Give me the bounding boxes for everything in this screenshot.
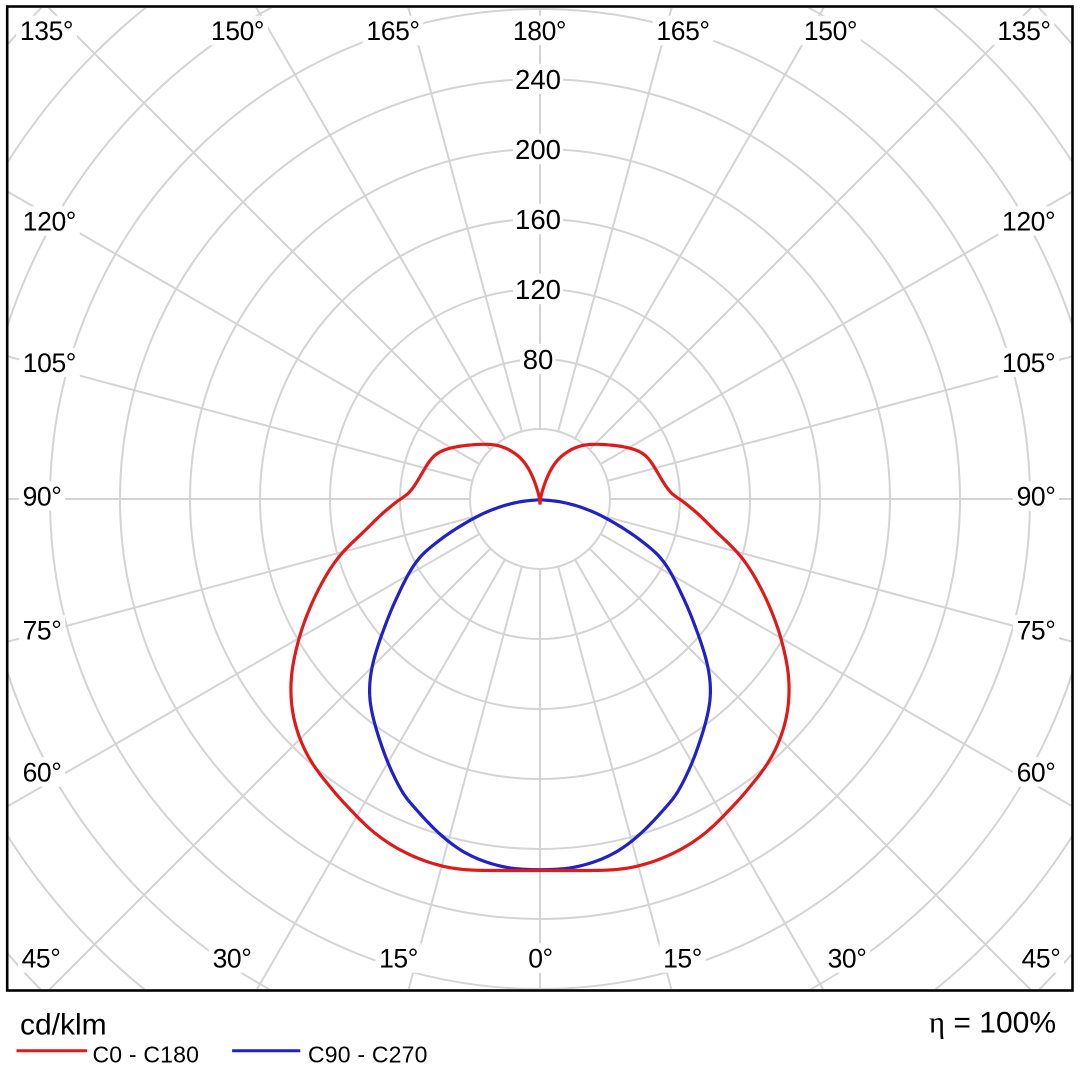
svg-text:90°: 90° bbox=[1017, 481, 1056, 511]
svg-text:η = 100%: η = 100% bbox=[929, 1005, 1056, 1040]
svg-text:0°: 0° bbox=[528, 943, 553, 973]
svg-text:150°: 150° bbox=[211, 16, 264, 46]
svg-text:90°: 90° bbox=[23, 481, 62, 511]
svg-text:120°: 120° bbox=[1002, 206, 1055, 236]
svg-text:135°: 135° bbox=[20, 16, 73, 46]
svg-text:120°: 120° bbox=[23, 206, 76, 236]
svg-text:30°: 30° bbox=[828, 943, 867, 973]
svg-text:240: 240 bbox=[515, 64, 561, 95]
svg-text:160: 160 bbox=[515, 204, 561, 235]
svg-text:cd/klm: cd/klm bbox=[20, 1009, 107, 1042]
svg-text:75°: 75° bbox=[23, 615, 62, 645]
svg-text:180°: 180° bbox=[513, 16, 566, 46]
svg-text:120: 120 bbox=[515, 274, 561, 305]
svg-text:45°: 45° bbox=[1022, 943, 1061, 973]
svg-text:150°: 150° bbox=[804, 16, 857, 46]
svg-text:15°: 15° bbox=[663, 943, 702, 973]
svg-text:15°: 15° bbox=[379, 943, 418, 973]
svg-text:C90 - C270: C90 - C270 bbox=[308, 1042, 428, 1068]
svg-text:165°: 165° bbox=[366, 16, 419, 46]
svg-text:105°: 105° bbox=[1002, 348, 1055, 378]
svg-text:80: 80 bbox=[523, 344, 554, 375]
svg-text:135°: 135° bbox=[997, 16, 1050, 46]
svg-text:60°: 60° bbox=[1017, 757, 1056, 787]
svg-text:30°: 30° bbox=[213, 943, 252, 973]
svg-text:45°: 45° bbox=[22, 943, 61, 973]
svg-text:75°: 75° bbox=[1017, 615, 1056, 645]
svg-text:60°: 60° bbox=[23, 757, 62, 787]
svg-text:105°: 105° bbox=[23, 348, 76, 378]
svg-text:C0 - C180: C0 - C180 bbox=[93, 1042, 200, 1068]
svg-text:200: 200 bbox=[515, 134, 561, 165]
svg-text:165°: 165° bbox=[656, 16, 709, 46]
